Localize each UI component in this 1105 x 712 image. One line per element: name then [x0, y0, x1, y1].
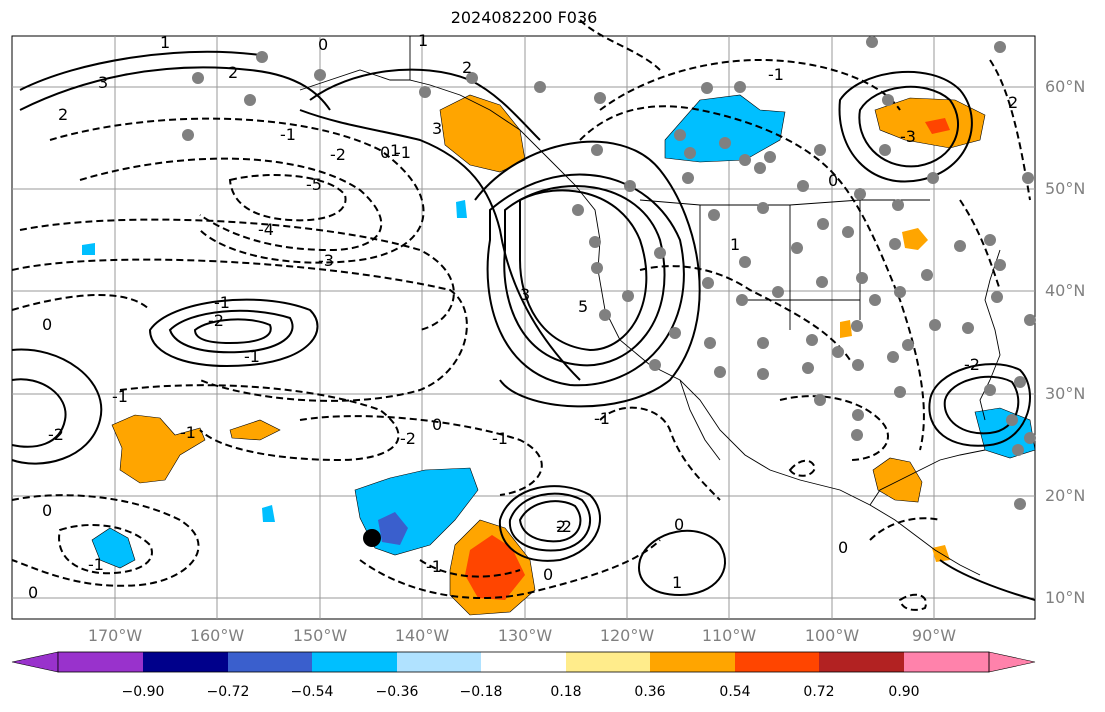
contour-label: 3 — [98, 73, 108, 92]
colorbar-label: −0.18 — [459, 684, 503, 700]
contour-label: -1 — [280, 125, 296, 144]
contour-label: 0 — [543, 565, 553, 584]
colorbar-segment — [566, 652, 650, 672]
colorbar-segment — [143, 652, 228, 672]
contour-label: 0 — [318, 35, 328, 54]
lat-label: 30°N — [1045, 384, 1086, 403]
lon-label: 160°W — [189, 626, 245, 645]
contour-label: -1 — [244, 347, 260, 366]
contour-label: -5 — [306, 175, 322, 194]
contour-label: -3 — [900, 127, 916, 146]
colorbar-segment — [228, 652, 312, 672]
contour-label: 3 — [520, 285, 530, 304]
lat-label: 40°N — [1045, 281, 1086, 300]
contour-label: -2 — [400, 429, 416, 448]
lon-label: 130°W — [497, 626, 553, 645]
colorbar-segment — [58, 652, 143, 672]
contour-label: 2 — [462, 58, 472, 77]
contour-label: 0 — [828, 171, 838, 190]
contour-label: 0 — [42, 501, 52, 520]
lat-label: 60°N — [1045, 77, 1086, 96]
contour-label: -1 — [395, 143, 411, 162]
contour-label: -1 — [768, 65, 784, 84]
colorbar-frame — [57, 651, 990, 673]
colorbar-segment — [735, 652, 819, 672]
colorbar-label: 0.90 — [888, 684, 920, 700]
lon-label: 170°W — [87, 626, 143, 645]
marker-point — [363, 529, 381, 547]
colorbar-segment — [397, 652, 481, 672]
lon-label: 150°W — [292, 626, 348, 645]
contour-label: 2 — [228, 63, 238, 82]
contour-label: 0 — [674, 515, 684, 534]
colorbar-label: 0.72 — [803, 684, 835, 700]
gridlines — [12, 36, 1035, 619]
contour-label: -4 — [258, 220, 274, 239]
lon-label: 110°W — [701, 626, 757, 645]
colorbar-segment — [650, 652, 735, 672]
contour-label: -2 — [556, 517, 572, 536]
colorbar-label: −0.54 — [290, 684, 334, 700]
contour-label: -1 — [88, 555, 104, 574]
contour-label: 1 — [390, 141, 400, 160]
contour-label: -1 — [426, 557, 442, 576]
contour-label: -1 — [594, 409, 610, 428]
contour-label: -2 — [208, 311, 224, 330]
colorbar-extend-high — [988, 651, 1036, 673]
contour-label: 5 — [578, 297, 588, 316]
contour-label: -3 — [318, 251, 334, 270]
contour-label: 0 — [380, 143, 390, 162]
forecast-map: 3 2 2 1 0 3 2 1 0 -1 -1 -2 -5 -4 -3 -1 -… — [11, 19, 1036, 620]
colorbar-extend-low — [11, 651, 59, 673]
lat-label: 10°N — [1045, 588, 1086, 607]
contour-label: -1 — [492, 429, 508, 448]
lon-label: 100°W — [804, 626, 860, 645]
contour-label: 2 — [1008, 93, 1018, 112]
contour-label: -1 — [180, 423, 196, 442]
lon-label: 140°W — [394, 626, 450, 645]
contour-label: -2 — [48, 425, 64, 444]
solid-contours — [11, 50, 1036, 601]
contour-label: 1 — [672, 573, 682, 592]
station-dots — [182, 36, 1036, 510]
contour-label: 0 — [838, 538, 848, 557]
contour-label: -1 — [214, 293, 230, 312]
contour-label: 1 — [730, 235, 740, 254]
contour-label: -1 — [112, 387, 128, 406]
contour-label: 0 — [42, 315, 52, 334]
lon-label: 90°W — [911, 626, 957, 645]
map-title: 2024082200 F036 — [450, 8, 598, 27]
colorbar — [11, 651, 1036, 673]
lat-label: 50°N — [1045, 179, 1086, 198]
contour-label: 3 — [432, 119, 442, 138]
colorbar-label: 0.36 — [634, 684, 666, 700]
colorbar-segment — [312, 652, 397, 672]
contour-label: 2 — [556, 517, 566, 536]
colorbar-label: 0.18 — [550, 684, 582, 700]
colorbar-label: −0.72 — [206, 684, 250, 700]
contour-label: 1 — [418, 31, 428, 50]
colorbar-label: −0.90 — [121, 684, 165, 700]
lat-label: 20°N — [1045, 486, 1086, 505]
contour-label: 0 — [432, 415, 442, 434]
contour-label: 0 — [28, 583, 38, 602]
contour-label: 1 — [160, 33, 170, 52]
contour-label: -2 — [964, 355, 980, 374]
colorbar-label: 0.54 — [719, 684, 751, 700]
contour-labels: 3 2 2 1 0 3 2 1 0 -1 -1 -2 -5 -4 -3 -1 -… — [28, 31, 1018, 602]
contour-label: -2 — [330, 145, 346, 164]
lon-label: 120°W — [599, 626, 655, 645]
contour-label: 2 — [58, 105, 68, 124]
colorbar-label: −0.36 — [375, 684, 419, 700]
colorbar-segment — [819, 652, 904, 672]
colorbar-segment — [904, 652, 989, 672]
colorbar-segment — [481, 652, 566, 672]
anomaly-fills — [82, 94, 1036, 616]
